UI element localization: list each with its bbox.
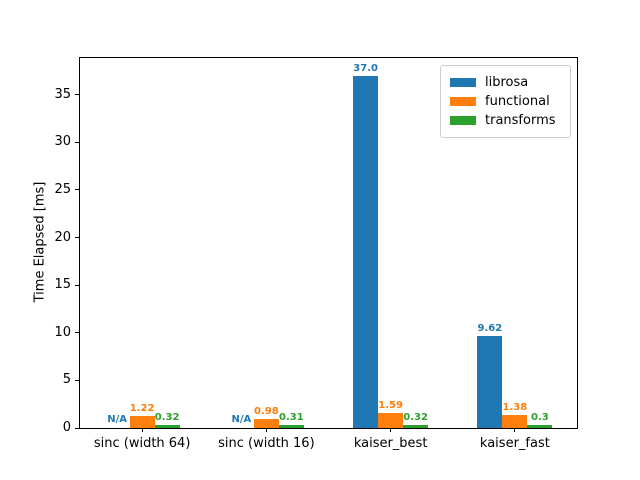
bar-librosa-3 (353, 75, 379, 428)
bar-value-label: 0.31 (279, 412, 304, 424)
bar-value-label: 0.98 (254, 405, 279, 417)
bar-value-label: N/A (107, 414, 128, 425)
y-tick-label: 20 (54, 229, 71, 245)
y-tick-mark (75, 141, 79, 143)
bar-transforms-4 (527, 425, 553, 428)
bar-value-label: 0.3 (531, 412, 549, 424)
legend-label-transforms: transforms (485, 112, 556, 128)
x-tick-mark (141, 428, 143, 432)
bar-value-label: 1.38 (502, 401, 528, 413)
x-tick-mark (390, 428, 392, 432)
legend-entry-transforms: transforms (450, 111, 562, 130)
x-tick-mark (514, 428, 516, 432)
bar-transforms-1 (154, 424, 180, 428)
bar-value-label: 1.59 (378, 399, 403, 411)
bar-librosa-4 (477, 336, 503, 428)
y-tick-label: 0 (62, 420, 71, 435)
x-tick-label: kaiser_best (353, 436, 428, 451)
y-tick-label: 10 (54, 324, 71, 340)
y-tick-mark (75, 332, 79, 334)
x-tick-label: sinc (width 16) (218, 436, 315, 451)
legend-swatch-transforms (450, 116, 476, 125)
x-tick-label: sinc (width 64) (93, 436, 191, 451)
y-tick-label: 30 (54, 134, 71, 150)
y-tick-label: 15 (54, 277, 71, 293)
legend-label-librosa: librosa (485, 74, 529, 90)
y-tick-mark (75, 284, 79, 286)
legend-swatch-functional (450, 97, 476, 106)
bar-value-label: 37.0 (353, 62, 378, 74)
plot-area: librosa functional transforms 0 5 10 15 20 25… (54, 57, 578, 451)
bar-functional-1 (129, 416, 155, 428)
bar-functional-4 (502, 414, 528, 428)
legend-entry-functional: functional (450, 92, 562, 111)
bar-value-label: 1.22 (129, 403, 155, 415)
legend-swatch-librosa (450, 78, 476, 87)
y-tick-mark (75, 237, 79, 239)
y-tick-label: 5 (62, 372, 71, 388)
legend: librosa functional transforms (440, 65, 571, 138)
bar-value-label: 9.62 (477, 323, 503, 335)
y-tick-mark (75, 189, 79, 191)
bar-functional-3 (378, 412, 404, 428)
bar-value-label: N/A (231, 414, 252, 425)
y-tick-label: 25 (54, 181, 71, 197)
bar-transforms-3 (403, 424, 429, 428)
bar-value-label: 0.32 (154, 411, 180, 423)
y-tick-mark (75, 427, 79, 429)
legend-label-functional: functional (485, 93, 550, 109)
x-tick-label: kaiser_fast (479, 436, 550, 451)
bar-transforms-2 (278, 425, 304, 428)
y-tick-mark (75, 379, 79, 381)
legend-entry-librosa: librosa (450, 73, 562, 92)
bar-functional-2 (253, 418, 279, 428)
bar-value-label: 0.32 (403, 411, 428, 423)
y-tick-mark (75, 94, 79, 96)
y-tick-label: 35 (54, 86, 71, 102)
x-tick-mark (265, 428, 267, 432)
